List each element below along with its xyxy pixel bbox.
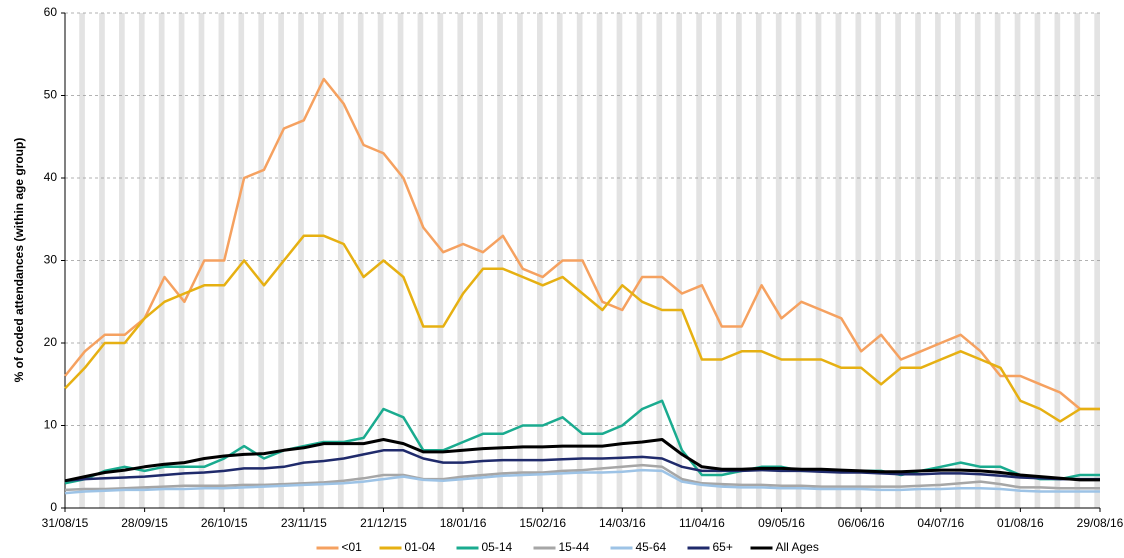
series-line: [64, 438, 1100, 483]
series-line: [64, 234, 1100, 423]
legend-label: 05-14: [482, 540, 513, 554]
weekend-band: [437, 13, 444, 508]
legend-label: 65+: [713, 540, 733, 554]
weekend-band: [1014, 13, 1021, 508]
legend-label: 45-64: [636, 540, 667, 554]
series-line: [64, 449, 1100, 483]
x-tick-label: 29/08/16: [1077, 516, 1124, 530]
x-tick-label: 18/01/16: [440, 516, 487, 530]
weekend-band: [716, 13, 722, 508]
y-tick-label: 60: [44, 5, 58, 19]
legend-label: All Ages: [776, 540, 819, 554]
y-axis-label: % of coded attendances (within age group…: [12, 138, 26, 383]
series-line: [64, 463, 1100, 492]
y-tick-label: 40: [44, 170, 58, 184]
weekend-band: [755, 13, 762, 508]
weekend-band: [377, 13, 384, 508]
weekend-band: [517, 13, 523, 508]
weekend-band: [457, 13, 464, 508]
x-tick-label: 09/05/16: [758, 516, 805, 530]
weekend-band: [79, 13, 85, 508]
weekend-band: [337, 13, 344, 508]
x-tick-label: 11/04/16: [679, 516, 725, 530]
x-tick-label: 06/06/16: [838, 516, 885, 530]
weekend-band: [895, 13, 901, 508]
x-tick-label: 14/03/16: [599, 516, 646, 530]
weekend-band: [138, 13, 145, 508]
series-line: [64, 77, 1100, 411]
y-tick-label: 20: [44, 335, 58, 349]
x-tick-label: 28/09/15: [121, 516, 168, 530]
weekend-band: [636, 13, 643, 508]
legend-label: 15-44: [559, 540, 590, 554]
weekend-band: [258, 13, 265, 508]
weekend-band: [775, 13, 782, 508]
x-tick-label: 23/11/15: [281, 516, 327, 530]
legend-label: 01-04: [405, 540, 436, 554]
y-tick-label: 50: [44, 88, 58, 102]
weekend-band: [1074, 13, 1081, 508]
weekend-band: [815, 13, 822, 508]
series-line: [64, 468, 1100, 495]
y-tick-label: 30: [44, 253, 58, 267]
x-tick-label: 04/07/16: [917, 516, 964, 530]
weekend-band: [696, 13, 702, 508]
weekend-band: [875, 13, 882, 508]
x-tick-label: 21/12/15: [360, 516, 407, 530]
weekend-band: [954, 13, 961, 508]
legend-label: <01: [342, 540, 363, 554]
x-tick-label: 31/08/15: [42, 516, 89, 530]
weekend-band: [318, 13, 324, 508]
weekend-band: [835, 13, 842, 508]
y-tick-label: 10: [44, 418, 58, 432]
weekend-band: [497, 13, 503, 508]
x-tick-label: 01/08/16: [997, 516, 1044, 530]
x-tick-label: 26/10/15: [201, 516, 248, 530]
y-tick-label: 0: [50, 500, 57, 514]
x-tick-label: 15/02/16: [519, 516, 566, 530]
weekend-band: [397, 13, 404, 508]
weekend-band: [198, 13, 205, 508]
